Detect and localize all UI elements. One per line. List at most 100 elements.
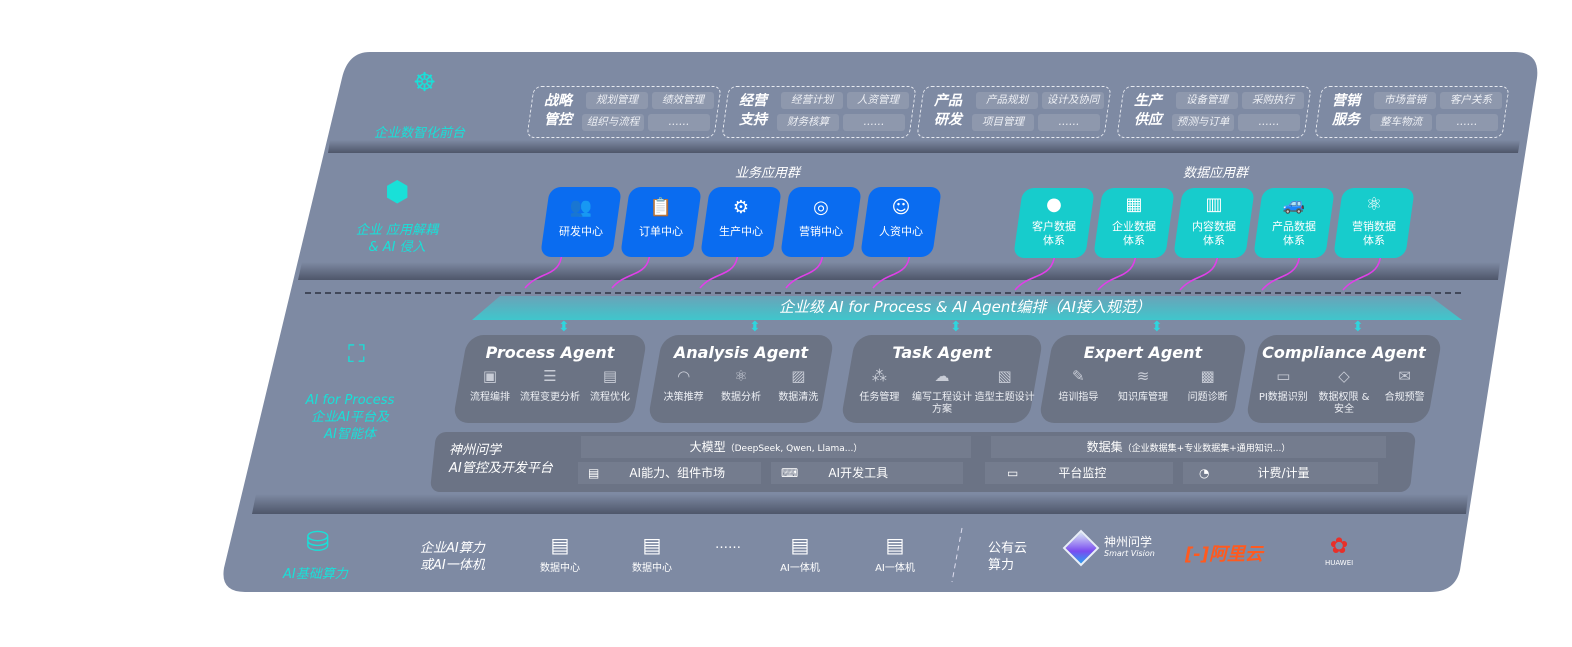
group-title: 生产 供应 <box>1134 92 1164 130</box>
shield-link-icon: ◇ <box>1338 367 1350 385</box>
front-chip[interactable]: 整车物流 <box>1370 114 1432 131</box>
front-chip[interactable]: 财务核算 <box>777 114 839 131</box>
data-app-card[interactable]: ▦ 企业数据 体系 <box>1093 188 1175 258</box>
agent-capability[interactable]: ✉ 合规预警 <box>1375 369 1435 416</box>
agent-capability[interactable]: ✎ 培训指导 <box>1048 367 1108 404</box>
tool-market[interactable]: ▤ AI能力、组件市场 <box>578 462 761 484</box>
capability-label: 任务管理 <box>859 392 900 403</box>
card-label-line1: 产品数据 <box>1272 220 1316 233</box>
agent-card[interactable]: Process Agent ▣ 流程编排 ☰ 流程变更分析 ▤ 流程优化 <box>452 335 648 423</box>
front-chip[interactable]: …… <box>648 114 710 131</box>
front-chip[interactable]: 绩效管理 <box>652 92 714 109</box>
vendor-sub: Smart Vision <box>1104 549 1155 558</box>
clipboard-icon: 📋 <box>649 197 673 218</box>
data-app-card[interactable]: ⚛ 营销数据 体系 <box>1333 188 1415 258</box>
agent-capability[interactable]: ▣ 流程编排 <box>460 369 520 404</box>
dev-tool-icon: ⌨ <box>781 466 799 480</box>
business-app-card[interactable]: 👥 研发中心 <box>540 187 622 257</box>
agent-card[interactable]: Expert Agent ✎ 培训指导 ≋ 知识库管理 ▩ 问题诊断 <box>1038 335 1248 423</box>
front-chip[interactable]: 组织与流程 <box>582 114 644 131</box>
agent-capability[interactable]: ▩ 问题诊断 <box>1178 369 1238 404</box>
business-app-card[interactable]: 📋 订单中心 <box>620 187 702 257</box>
server-label: AI一体机 <box>780 563 820 574</box>
business-app-card[interactable]: ⚙ 生产中心 <box>700 187 782 257</box>
tool-label: AI能力、组件市场 <box>629 466 726 480</box>
aliyun-logo-icon: [-] <box>1185 544 1209 565</box>
agent-capability[interactable]: ▤ 流程优化 <box>580 369 640 404</box>
agent-capability[interactable]: ☁ 编写工程设计方案 <box>912 369 972 416</box>
atom-icon: ⚛ <box>734 367 748 385</box>
group-title: 战略 管控 <box>544 92 574 130</box>
dataset-bar: 数据集（企业数据集+专业数据集+通用知识...） <box>991 436 1386 458</box>
business-apps-title: 业务应用群 <box>735 166 801 181</box>
card-label: 生产中心 <box>719 225 763 238</box>
business-app-card[interactable]: ◎ 营销中心 <box>780 187 862 257</box>
front-chip[interactable]: 市场营销 <box>1374 92 1436 109</box>
agent-capability[interactable]: ⁂ 任务管理 <box>849 369 909 416</box>
card-label: 研发中心 <box>559 225 603 238</box>
data-app-card[interactable]: ● 客户数据 体系 <box>1013 188 1095 258</box>
agent-card[interactable]: Analysis Agent ◠ 决策推荐 ⚛ 数据分析 ▨ 数据清洗 <box>647 335 835 423</box>
group-title: 产品 研发 <box>934 92 964 130</box>
card-label-line2: 体系 <box>1043 234 1065 247</box>
agent-capability[interactable]: ⚛ 数据分析 <box>712 367 769 404</box>
gauge-icon: ◔ <box>1199 466 1210 480</box>
agent-capability[interactable]: ☰ 流程变更分析 <box>520 367 580 404</box>
capability-label: 造型主题设计 <box>974 392 1035 403</box>
public-label-line2: 算力 <box>988 558 1015 573</box>
apps-label-line1: 企业 应用解耦 <box>355 223 439 238</box>
data-app-card[interactable]: 🚙 产品数据 体系 <box>1253 188 1335 258</box>
front-chip[interactable]: …… <box>1238 114 1300 131</box>
front-chip[interactable]: 设备管理 <box>1176 92 1238 109</box>
down-arrow-icon: ⬍ <box>749 319 761 335</box>
card-label-line2: 体系 <box>1203 234 1225 247</box>
card-label-line1: 客户数据 <box>1032 220 1076 233</box>
tool-billing[interactable]: ◔ 计费/计量 <box>1183 462 1378 484</box>
card-label: 人资中心 <box>879 225 923 238</box>
agent-capability[interactable]: ◠ 决策推荐 <box>655 369 712 404</box>
front-chip[interactable]: 经营计划 <box>781 92 843 109</box>
capability-label: 知识库管理 <box>1117 392 1168 403</box>
front-chip[interactable]: 设计及协同 <box>1042 92 1104 109</box>
group-title-line1: 营销 <box>1332 93 1360 109</box>
pen-ruler-icon: ✎ <box>1072 367 1085 385</box>
front-chip[interactable]: 规划管理 <box>586 92 648 109</box>
front-chip[interactable]: 项目管理 <box>972 114 1034 131</box>
agent-capability[interactable]: ◇ 数据权限 & 安全 <box>1314 367 1374 416</box>
tool-dev[interactable]: ⌨ AI开发工具 <box>771 462 963 484</box>
tool-monitor[interactable]: ▭ 平台监控 <box>985 462 1173 484</box>
card-label-line2: 体系 <box>1283 234 1305 247</box>
data-app-card[interactable]: ▥ 内容数据 体系 <box>1173 188 1255 258</box>
vendor-smart-vision: 神州问学 Smart Vision <box>1062 529 1155 567</box>
vendor-aliyun: [-]阿里云 <box>1185 540 1263 566</box>
agent-capability[interactable]: ▨ 数据清洗 <box>770 369 827 404</box>
front-chip[interactable]: 产品规划 <box>976 92 1038 109</box>
agent-card[interactable]: Task Agent ⁂ 任务管理 ☁ 编写工程设计方案 ▧ 造型主题设计 <box>840 335 1044 423</box>
group-title-line2: 供应 <box>1134 112 1162 128</box>
front-chip[interactable]: 采购执行 <box>1242 92 1304 109</box>
front-chip[interactable]: 预测与订单 <box>1172 114 1234 131</box>
front-chip[interactable]: …… <box>1436 114 1498 131</box>
capability-label: 培训指导 <box>1058 392 1099 403</box>
enterprise-label-line2: 或AI一体机 <box>420 558 485 573</box>
agent-card[interactable]: Compliance Agent ▭ PI数据识别 ◇ 数据权限 & 安全 ✉ 合规预警 <box>1245 335 1443 423</box>
business-app-card[interactable]: ☺ 人资中心 <box>860 187 942 257</box>
atom-icon: ⚛ <box>1365 194 1383 215</box>
data-apps-title: 数据应用群 <box>1183 166 1249 181</box>
user-icon: ● <box>1046 194 1062 215</box>
building-icon: ▦ <box>1125 194 1143 215</box>
list-icon: ☰ <box>543 367 557 385</box>
front-chip[interactable]: 客户关系 <box>1440 92 1502 109</box>
front-chip[interactable]: 人资管理 <box>847 92 909 109</box>
agent-capability[interactable]: ≋ 知识库管理 <box>1113 369 1173 404</box>
front-chip[interactable]: …… <box>843 114 905 131</box>
ai-label-line2: 企业AI平台及 <box>311 410 389 425</box>
card-label-line2: 体系 <box>1363 234 1385 247</box>
agent-capability[interactable]: ▧ 造型主题设计 <box>974 369 1035 416</box>
server-item: …… <box>698 533 758 552</box>
front-chip[interactable]: …… <box>1038 114 1100 131</box>
agent-capability[interactable]: ▭ PI数据识别 <box>1253 369 1313 416</box>
agent-name: Process Agent <box>485 343 615 362</box>
agent-name: Expert Agent <box>1083 343 1203 362</box>
vendor-name: HUAWEI <box>1325 559 1354 567</box>
